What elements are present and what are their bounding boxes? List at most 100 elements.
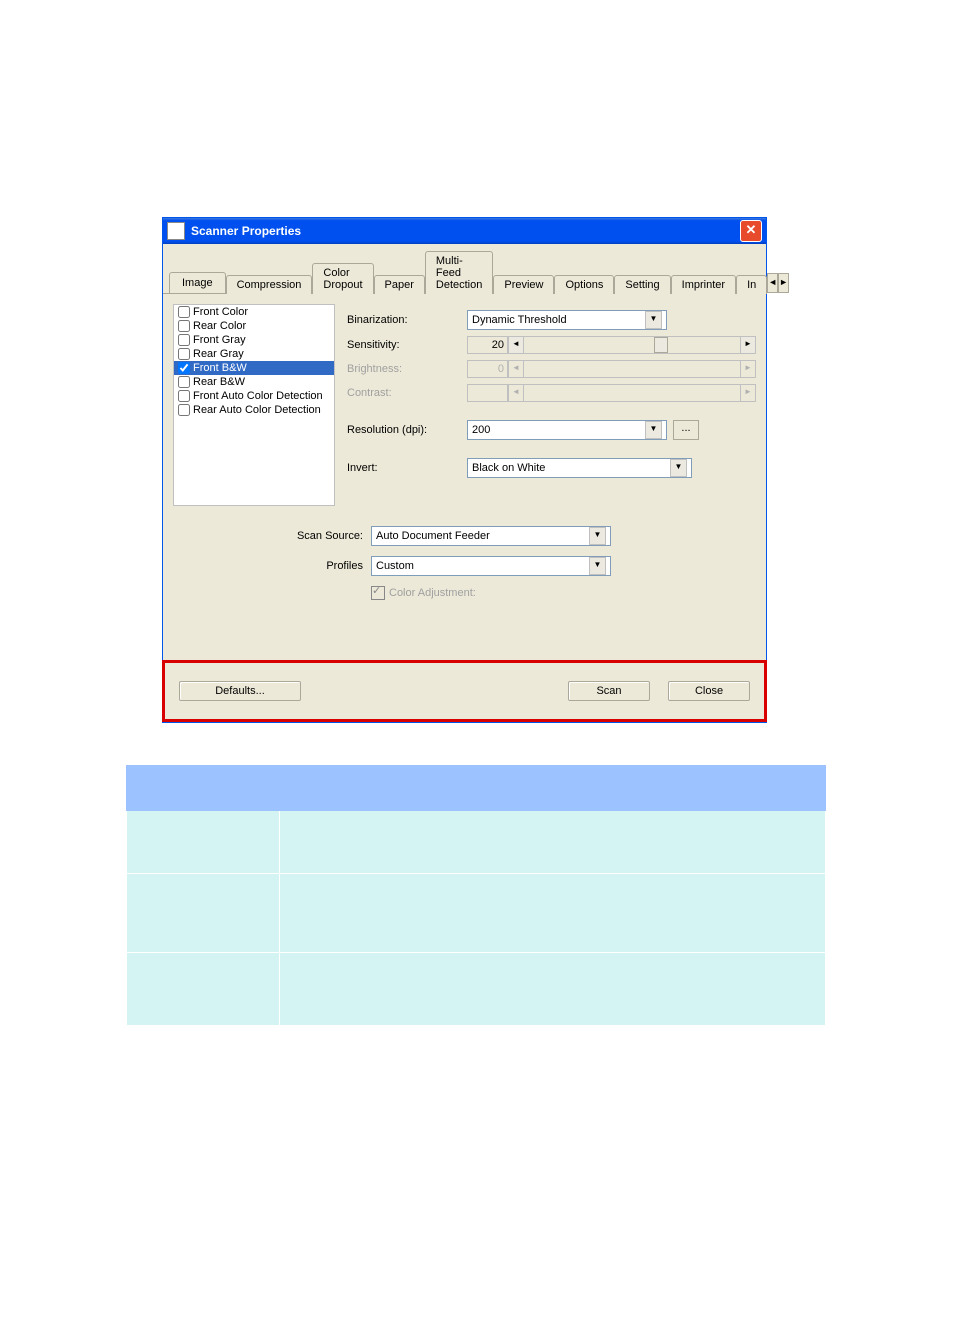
scan-source-row: Scan Source: Auto Document Feeder ▼ [173,526,756,546]
scan-source-dropdown[interactable]: Auto Document Feeder ▼ [371,526,611,546]
defaults-button[interactable]: Defaults... [179,681,301,701]
table-cell [127,874,280,953]
dropdown-value: Dynamic Threshold [472,314,567,326]
check-front-auto[interactable]: Front Auto Color Detection [174,389,334,403]
table-row [127,953,826,1026]
table-header [280,766,826,811]
invert-row: Invert: Black on White ▼ [347,458,756,478]
brightness-value: 0 [467,360,508,378]
resolution-label: Resolution (dpi): [347,424,467,436]
table-header [127,766,280,811]
check-label: Front Gray [193,334,246,346]
brightness-row: Brightness: 0 ◄ ► [347,360,756,378]
tab-color-dropout[interactable]: Color Dropout [312,263,373,294]
binarization-row: Binarization: Dynamic Threshold ▼ [347,310,756,330]
dropdown-value: Auto Document Feeder [376,530,490,542]
slider-track [524,360,740,378]
tab-strip: Image Compression Color Dropout Paper Mu… [163,244,766,294]
footer-buttons: Defaults... Scan Close [162,660,767,722]
arrow-right-icon: ► [740,384,756,402]
resolution-row: Resolution (dpi): 200 ▼ ... [347,420,756,440]
chevron-down-icon: ▼ [645,311,662,329]
checkbox[interactable] [178,334,190,346]
check-rear-auto[interactable]: Rear Auto Color Detection [174,403,334,417]
arrow-right-icon: ► [740,360,756,378]
settings-column: Binarization: Dynamic Threshold ▼ Sensit… [335,304,756,506]
brightness-slider: 0 ◄ ► [467,360,756,378]
profiles-label: Profiles [173,560,371,572]
table-cell [280,811,826,874]
scanner-properties-window: Scanner Properties ✕ Image Compression C… [162,217,767,723]
resolution-dropdown[interactable]: 200 ▼ [467,420,667,440]
check-rear-gray[interactable]: Rear Gray [174,347,334,361]
table-row [127,811,826,874]
color-adjustment-row: Color Adjustment: [173,586,756,600]
mid-pane: Scan Source: Auto Document Feeder ▼ Prof… [173,526,756,600]
checkbox[interactable] [178,306,190,318]
invert-dropdown[interactable]: Black on White ▼ [467,458,692,478]
checkbox[interactable] [178,348,190,360]
tab-options[interactable]: Options [554,275,614,294]
tab-scroll-left-icon[interactable]: ◄ [767,273,778,293]
tab-in[interactable]: In [736,275,767,294]
arrow-right-icon[interactable]: ► [740,336,756,354]
check-rear-color[interactable]: Rear Color [174,319,334,333]
tab-compression[interactable]: Compression [226,275,313,294]
sensitivity-slider[interactable]: 20 ◄ ► [467,336,756,354]
slider-thumb[interactable] [654,337,668,353]
color-adjustment-label: Color Adjustment: [389,587,476,599]
tab-image[interactable]: Image [169,272,226,293]
binarization-label: Binarization: [347,314,467,326]
color-adjustment-checkbox: Color Adjustment: [371,586,611,600]
scan-source-label: Scan Source: [173,530,371,542]
check-rear-bw[interactable]: Rear B&W [174,375,334,389]
table-cell [280,953,826,1026]
check-label: Rear Color [193,320,246,332]
check-label: Front Color [193,306,248,318]
top-pane: Front Color Rear Color Front Gray Rear G… [173,304,756,506]
resolution-more-button[interactable]: ... [673,420,699,440]
sensitivity-value: 20 [467,336,508,354]
check-front-gray[interactable]: Front Gray [174,333,334,347]
slider-track[interactable] [524,336,740,354]
profiles-dropdown[interactable]: Custom ▼ [371,556,611,576]
dropdown-value: 200 [472,424,490,436]
binarization-dropdown[interactable]: Dynamic Threshold ▼ [467,310,667,330]
table-header-row [127,766,826,811]
check-label: Front Auto Color Detection [193,390,323,402]
close-button[interactable]: Close [668,681,750,701]
contrast-row: Contrast: ◄ ► [347,384,756,402]
tab-multifeed[interactable]: Multi-Feed Detection [425,251,493,294]
check-label: Rear Auto Color Detection [193,404,321,416]
profiles-row: Profiles Custom ▼ [173,556,756,576]
brightness-label: Brightness: [347,363,467,375]
arrow-left-icon: ◄ [508,384,524,402]
contrast-value [467,384,508,402]
chevron-down-icon: ▼ [670,459,687,477]
checkbox[interactable] [178,404,190,416]
scan-button[interactable]: Scan [568,681,650,701]
checkbox[interactable] [178,362,190,374]
check-front-color[interactable]: Front Color [174,305,334,319]
app-icon [167,222,185,240]
checkbox[interactable] [178,320,190,332]
tab-paper[interactable]: Paper [374,275,425,294]
tab-setting[interactable]: Setting [614,275,670,294]
image-type-list[interactable]: Front Color Rear Color Front Gray Rear G… [173,304,335,506]
tab-preview[interactable]: Preview [493,275,554,294]
checkbox[interactable] [178,390,190,402]
invert-label: Invert: [347,462,467,474]
arrow-left-icon[interactable]: ◄ [508,336,524,354]
check-label: Rear B&W [193,376,245,388]
checkbox[interactable] [178,376,190,388]
arrow-left-icon: ◄ [508,360,524,378]
close-icon[interactable]: ✕ [740,220,762,242]
contrast-slider: ◄ ► [467,384,756,402]
tab-imprinter[interactable]: Imprinter [671,275,736,294]
chevron-down-icon: ▼ [645,421,662,439]
check-front-bw[interactable]: Front B&W [174,361,334,375]
sensitivity-label: Sensitivity: [347,339,467,351]
dialog-body: Front Color Rear Color Front Gray Rear G… [163,294,766,660]
tab-scroll-right-icon[interactable]: ► [778,273,789,293]
chevron-down-icon: ▼ [589,557,606,575]
